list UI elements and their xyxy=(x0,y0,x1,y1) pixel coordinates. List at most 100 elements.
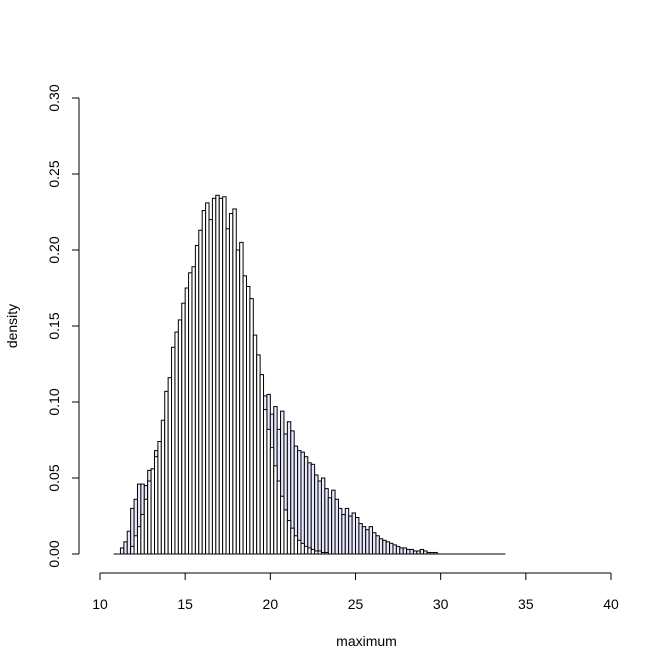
y-tick-label: 0.20 xyxy=(46,236,62,263)
histogram-bar xyxy=(307,547,312,555)
histogram-bar xyxy=(348,515,353,555)
histogram-bar xyxy=(317,480,322,555)
histogram-bar xyxy=(378,538,384,555)
histogram-bar xyxy=(297,539,302,555)
histogram-bar xyxy=(228,213,234,555)
x-tick-label: 30 xyxy=(433,596,449,612)
histogram-bar xyxy=(324,488,329,555)
histogram-bar xyxy=(249,298,254,555)
histogram-bar xyxy=(147,480,152,555)
histogram-bar xyxy=(177,319,183,555)
histogram-bar xyxy=(314,474,319,555)
histogram-bar xyxy=(310,463,316,555)
histogram-bar xyxy=(154,456,159,555)
histogram-bar xyxy=(351,512,356,555)
histogram-bar xyxy=(164,390,169,555)
histogram-bar xyxy=(171,346,176,555)
histogram-bar xyxy=(222,196,227,555)
histogram-bar xyxy=(126,530,132,555)
histogram-bar xyxy=(355,517,360,555)
histogram-bar xyxy=(167,377,173,555)
histogram-bar xyxy=(194,244,200,555)
histogram-bar xyxy=(310,548,316,555)
histogram-bar xyxy=(273,465,278,555)
histogram-bar xyxy=(157,441,162,555)
histogram-bar xyxy=(358,523,363,555)
histogram-bar xyxy=(300,451,305,555)
histogram-bar xyxy=(269,447,275,555)
histogram-bar xyxy=(225,228,230,555)
y-tick-label: 0.10 xyxy=(46,388,62,415)
histogram-bar xyxy=(215,194,220,555)
histogram-bar xyxy=(372,532,377,555)
x-axis-title: maximum xyxy=(336,633,397,649)
x-tick-label: 25 xyxy=(348,596,364,612)
histogram-bar xyxy=(361,526,367,555)
histogram-bar xyxy=(280,495,285,555)
histogram-bar xyxy=(286,520,292,555)
histogram-bar xyxy=(133,535,138,555)
histogram-bar xyxy=(392,544,397,555)
y-tick-label: 0.25 xyxy=(46,160,62,187)
histogram-bar xyxy=(334,498,339,555)
histogram-bar xyxy=(130,545,135,555)
histogram-bar xyxy=(395,545,401,555)
histogram-bar xyxy=(307,462,312,555)
histogram-bar xyxy=(365,529,370,555)
histogram-bar xyxy=(208,219,213,555)
histogram-bar xyxy=(242,275,247,555)
histogram-bar xyxy=(259,374,265,555)
histogram-bar xyxy=(256,354,261,555)
x-tick-label: 35 xyxy=(518,596,534,612)
y-tick-label: 0.15 xyxy=(46,312,62,339)
histogram-bar xyxy=(389,542,394,555)
histogram-bar xyxy=(344,507,350,555)
histogram-bar xyxy=(119,547,125,555)
histogram-bar xyxy=(337,507,343,555)
y-tick-label: 0.00 xyxy=(46,540,62,567)
y-axis-title: density xyxy=(4,304,20,348)
histogram-bar xyxy=(293,535,299,555)
histogram-bar xyxy=(266,428,271,555)
histogram-bar xyxy=(150,468,156,555)
histogram-bar xyxy=(123,541,128,555)
histogram-bar xyxy=(382,539,387,555)
histogram-bar xyxy=(201,209,207,555)
histogram-bar xyxy=(211,197,217,555)
histogram-bar xyxy=(191,266,196,555)
histogram-bar xyxy=(140,513,145,555)
histogram-bar xyxy=(320,477,326,555)
histogram-bar xyxy=(300,542,305,555)
histogram-bar xyxy=(385,541,391,555)
y-tick-label: 0.30 xyxy=(46,84,62,111)
histogram-bar xyxy=(198,229,203,555)
x-tick-label: 10 xyxy=(92,596,108,612)
histogram-bar xyxy=(263,409,268,555)
histogram-bar xyxy=(188,272,193,555)
histogram-bar xyxy=(232,208,237,555)
histogram-bar xyxy=(252,334,258,555)
histogram-bar xyxy=(399,547,404,555)
histogram-bar xyxy=(375,535,380,555)
histogram-bar xyxy=(276,480,282,555)
histogram-bar xyxy=(283,509,288,555)
histogram-bar xyxy=(303,456,309,555)
histogram-bar xyxy=(181,302,186,555)
histogram-bar xyxy=(143,498,149,555)
histogram-bar xyxy=(402,547,408,555)
y-axis: 0.00 0.05 0.10 0.15 0.20 0.25 0.30 xyxy=(46,84,80,568)
histogram-bar xyxy=(239,241,244,555)
histogram-bar xyxy=(297,450,302,555)
histogram-bars xyxy=(119,194,438,555)
histogram-bar xyxy=(184,287,190,555)
histogram-bar xyxy=(245,285,251,555)
histogram-bar xyxy=(235,249,241,555)
histogram-bar xyxy=(303,545,309,555)
histogram-bar xyxy=(136,526,142,555)
x-tick-label: 20 xyxy=(263,596,279,612)
histogram-bar xyxy=(341,513,346,555)
histogram-bar xyxy=(409,548,414,555)
histogram-bar xyxy=(160,419,166,555)
histogram-bar xyxy=(368,526,374,555)
